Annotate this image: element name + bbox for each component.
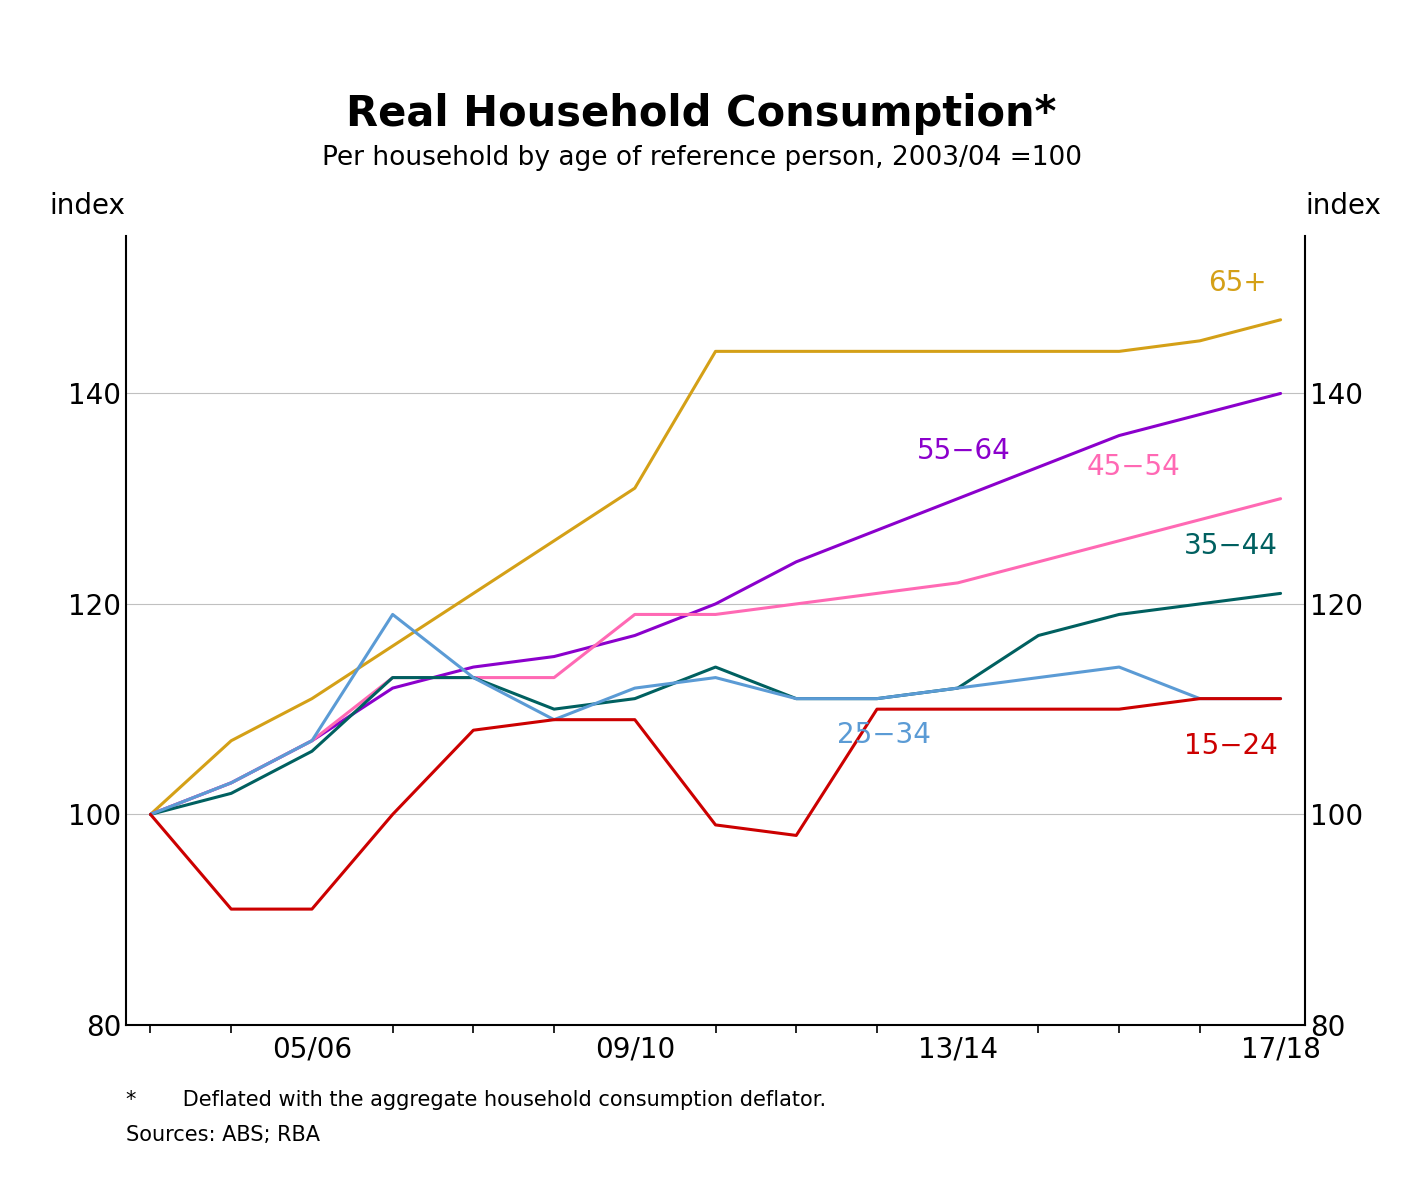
Text: 35−44: 35−44: [1184, 532, 1278, 560]
Text: *       Deflated with the aggregate household consumption deflator.: * Deflated with the aggregate household …: [126, 1090, 826, 1110]
Text: 45−54: 45−54: [1087, 454, 1180, 481]
Text: index: index: [1306, 192, 1382, 220]
Text: index: index: [49, 192, 125, 220]
Text: Real Household Consumption*: Real Household Consumption*: [347, 93, 1056, 135]
Text: Sources: ABS; RBA: Sources: ABS; RBA: [126, 1125, 320, 1145]
Text: 25−34: 25−34: [836, 721, 930, 749]
Text: 65+: 65+: [1208, 269, 1267, 297]
Text: 55−64: 55−64: [918, 437, 1012, 465]
Text: 15−24: 15−24: [1184, 732, 1278, 760]
Text: Per household by age of reference person, 2003/04 =100: Per household by age of reference person…: [321, 145, 1082, 171]
